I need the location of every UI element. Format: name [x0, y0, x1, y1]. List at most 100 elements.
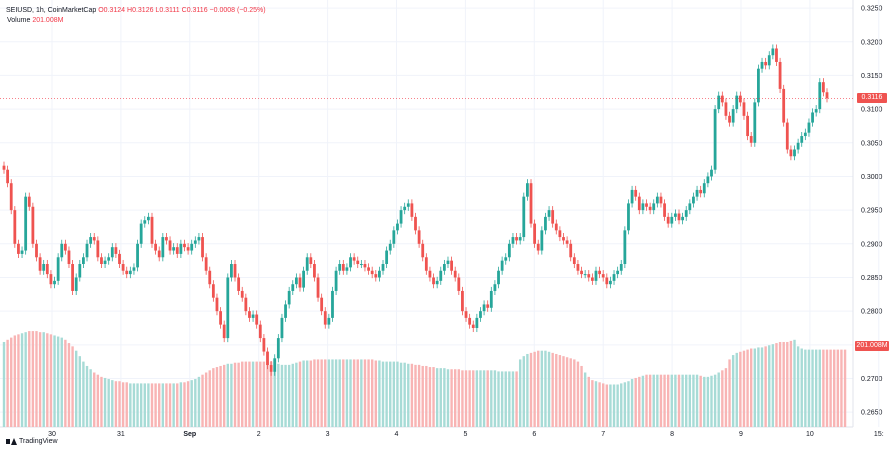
volume-bar: [804, 349, 807, 427]
volume-bar: [71, 346, 74, 427]
candle-body: [782, 88, 786, 123]
volume-bar: [378, 360, 381, 427]
candle-body: [309, 257, 313, 265]
volume-bar: [620, 383, 623, 427]
candle-body: [172, 247, 176, 251]
volume-bar: [316, 359, 320, 427]
candle-body: [403, 206, 407, 211]
volume-bar: [446, 369, 450, 427]
volume-bar: [522, 356, 525, 427]
candle-body: [359, 264, 363, 266]
volume-bar: [262, 361, 266, 427]
candle-body: [165, 237, 168, 241]
candle-body: [132, 267, 136, 271]
volume-bar: [125, 382, 128, 427]
volume-bar: [648, 374, 652, 427]
volume-bar: [825, 349, 829, 427]
y-tick-label: 0.3200: [861, 39, 883, 46]
candle-body: [533, 223, 537, 244]
x-tick-label: 6: [532, 431, 536, 438]
candle-body: [623, 230, 627, 265]
candle-body: [31, 206, 35, 244]
candle-body: [468, 317, 472, 325]
volume-bar: [381, 361, 385, 427]
x-tick-label: 5: [463, 431, 467, 438]
footer-brand[interactable]: TradingView: [6, 438, 58, 445]
volume-bar: [176, 383, 179, 427]
candle-body: [706, 176, 710, 184]
volume-bar: [360, 359, 363, 427]
volume-bar: [771, 344, 775, 427]
legend-ohlc-row: SEIUSD, 1h, CoinMarketCap O0.3124 H0.312…: [6, 6, 266, 16]
volume-bar: [143, 383, 146, 427]
candle-body: [547, 210, 551, 217]
candle-body: [616, 270, 620, 275]
volume-bar: [313, 359, 316, 427]
x-tick-label: Sep: [183, 431, 196, 438]
volume-bar: [526, 353, 529, 427]
candle-body: [396, 223, 399, 231]
candle-body: [183, 243, 186, 248]
volume-bar: [504, 371, 507, 427]
volume-bar: [425, 365, 428, 427]
candle-body: [208, 270, 212, 285]
candle-body: [24, 196, 28, 251]
candle-body: [735, 95, 739, 110]
volume-bar: [789, 340, 793, 427]
candle-body: [136, 243, 139, 268]
volume-bar: [158, 383, 161, 427]
candle-body: [197, 237, 201, 241]
candle-body: [428, 270, 432, 278]
y-tick-label: 0.2700: [861, 376, 883, 383]
volume-bar: [31, 331, 35, 427]
candle-body: [45, 264, 49, 275]
candle-body: [504, 257, 508, 261]
volume-bar: [194, 379, 197, 427]
volume-bar: [291, 363, 294, 427]
candle-body: [493, 284, 497, 291]
volume-bar: [103, 377, 107, 427]
candle-body: [565, 240, 569, 244]
volume-bar: [623, 382, 627, 427]
candle-body: [157, 250, 161, 258]
candle-body: [818, 82, 822, 110]
volume-bar: [796, 346, 800, 427]
volume-bar: [38, 332, 42, 427]
volume-bar: [107, 379, 110, 427]
volume-bar: [739, 351, 742, 427]
candle-body: [226, 277, 230, 339]
volume-bar: [710, 375, 713, 427]
candle-body: [670, 216, 674, 224]
candle-body: [619, 264, 623, 271]
candle-body: [612, 274, 616, 281]
candle-body: [785, 122, 789, 150]
candle-body: [363, 264, 367, 268]
volume-bar: [735, 352, 738, 427]
volume-bar: [132, 383, 136, 427]
candle-body: [453, 270, 457, 278]
candle-body: [298, 277, 302, 288]
volume-bar: [814, 349, 818, 427]
candle-body: [713, 109, 717, 170]
candle-body: [233, 264, 237, 278]
candle-body: [38, 257, 42, 271]
volume-bar: [533, 351, 536, 427]
volume-bar: [677, 374, 681, 427]
volume-bar: [537, 350, 540, 427]
candle-body: [814, 109, 818, 113]
volume-bar: [53, 335, 56, 427]
volume-bar: [439, 368, 442, 427]
volume-bar: [284, 364, 287, 427]
volume-bar: [56, 336, 60, 427]
volume-bar: [20, 333, 24, 427]
candle-body: [789, 149, 793, 157]
y-tick-label: 0.3250: [861, 6, 883, 13]
candle-body: [551, 210, 555, 224]
volume-bar: [818, 349, 821, 427]
volume-bar: [728, 359, 731, 427]
candle-body: [757, 68, 760, 103]
candle-body: [128, 270, 132, 275]
volume-bar: [212, 368, 215, 427]
candle-body: [753, 102, 757, 143]
